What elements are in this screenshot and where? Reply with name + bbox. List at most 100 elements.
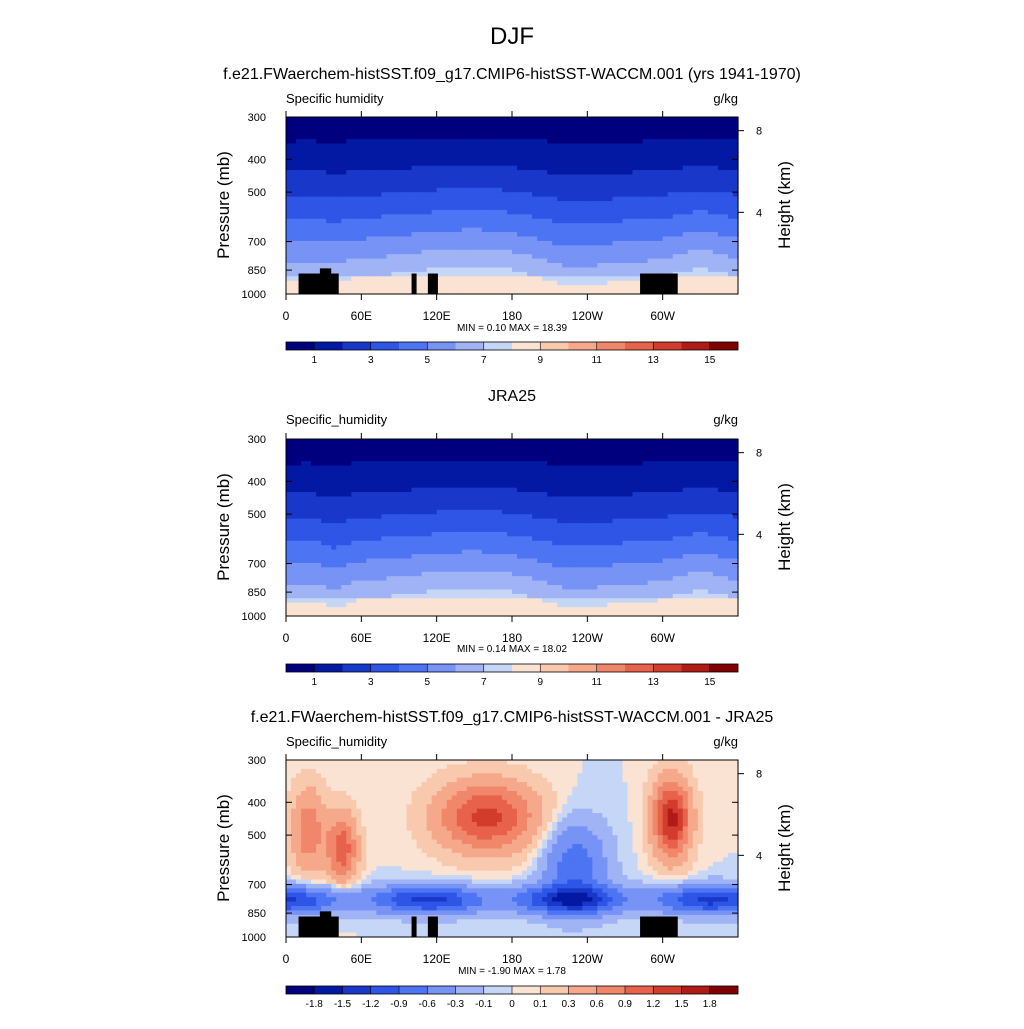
field-cell [577, 267, 583, 272]
field-cell [723, 214, 729, 219]
field-cell [537, 285, 543, 290]
field-cell [402, 126, 408, 131]
field-cell [467, 228, 473, 233]
field-cell [577, 452, 583, 457]
field-cell [567, 161, 573, 166]
field-cell [547, 210, 553, 215]
field-cell [391, 183, 397, 188]
field-cell [607, 254, 613, 259]
field-cell [432, 474, 438, 479]
field-cell [572, 139, 578, 144]
field-cell [457, 501, 463, 506]
field-cell [542, 474, 548, 479]
field-cell [628, 219, 634, 224]
field-cell [492, 474, 498, 479]
field-cell [708, 192, 714, 197]
field-cell [331, 135, 337, 140]
field-cell [713, 175, 719, 180]
field-cell [326, 492, 332, 497]
field-cell [422, 497, 428, 502]
field-cell [542, 497, 548, 502]
field-cell [633, 188, 639, 193]
field-cell [688, 497, 694, 502]
field-cell [673, 135, 679, 140]
field-cell [371, 439, 377, 444]
field-cell [487, 250, 493, 255]
field-cell [487, 474, 493, 479]
field-cell [326, 214, 332, 219]
field-cell [341, 492, 347, 497]
field-cell [617, 281, 623, 286]
field-cell [633, 219, 639, 224]
field-cell [391, 452, 397, 457]
field-cell [693, 126, 699, 131]
field-cell [602, 121, 608, 126]
field-cell [708, 166, 714, 171]
field-cell [336, 121, 342, 126]
field-cell [487, 245, 493, 250]
field-cell [628, 135, 634, 140]
field-cell [326, 121, 332, 126]
field-cell [517, 166, 523, 171]
field-cell [462, 483, 468, 488]
field-cell [316, 250, 322, 255]
field-cell [658, 259, 664, 264]
field-cell [296, 148, 302, 153]
field-cell [562, 241, 568, 246]
field-cell [658, 488, 664, 493]
field-cell [437, 250, 443, 255]
field-cell [477, 232, 483, 237]
field-cell [497, 201, 503, 206]
field-cell [552, 166, 558, 171]
field-cell [582, 492, 588, 497]
field-cell [547, 126, 553, 131]
field-cell [698, 175, 704, 180]
field-cell [407, 139, 413, 144]
field-cell [653, 443, 659, 448]
field-cell [321, 228, 327, 233]
field-cell [542, 117, 548, 122]
field-cell [311, 170, 317, 175]
field-cell [552, 157, 558, 162]
field-cell [331, 448, 337, 453]
field-cell [291, 214, 297, 219]
field-cell [698, 232, 704, 237]
field-cell [482, 285, 488, 290]
field-cell [542, 236, 548, 241]
field-cell [723, 232, 729, 237]
field-cell [577, 457, 583, 462]
field-cell [391, 267, 397, 272]
field-cell [336, 452, 342, 457]
field-cell [628, 241, 634, 246]
field-cell [371, 443, 377, 448]
field-cell [633, 488, 639, 493]
field-cell [587, 197, 593, 202]
field-cell [602, 179, 608, 184]
field-cell [507, 179, 513, 184]
field-cell [723, 443, 729, 448]
field-cell [512, 179, 518, 184]
field-cell [442, 139, 448, 144]
field-cell [522, 197, 528, 202]
field-cell [477, 259, 483, 264]
field-cell [522, 236, 528, 241]
field-cell [477, 157, 483, 162]
field-cell [612, 254, 618, 259]
field-cell [341, 170, 347, 175]
field-cell [356, 236, 362, 241]
field-cell [648, 245, 654, 250]
field-cell [296, 479, 302, 484]
field-cell [728, 223, 734, 228]
field-cell [467, 452, 473, 457]
field-cell [492, 281, 498, 286]
field-cell [341, 152, 347, 157]
field-cell [517, 223, 523, 228]
field-cell [301, 179, 307, 184]
field-cell [663, 144, 669, 149]
field-cell [668, 166, 674, 171]
field-cell [437, 492, 443, 497]
field-cell [296, 236, 302, 241]
field-cell [306, 144, 312, 149]
field-cell [487, 179, 493, 184]
field-cell [316, 479, 322, 484]
